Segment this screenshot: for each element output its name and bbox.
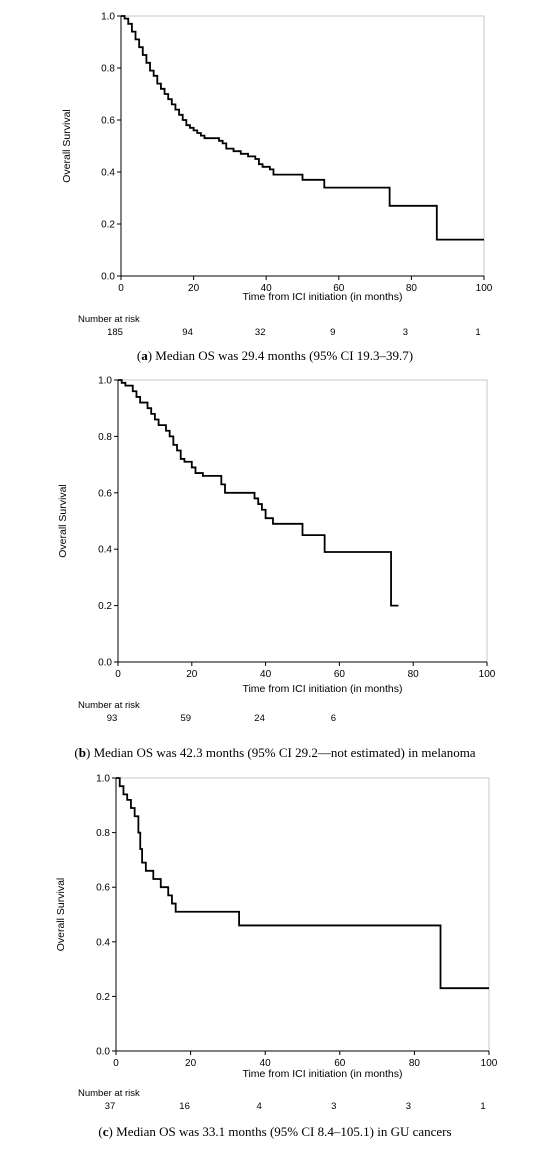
- y-tick-label-c-2: 0.4: [96, 937, 110, 948]
- y-tick-label-c-3: 0.6: [96, 883, 110, 894]
- y-axis-label-c: Overall Survival: [55, 878, 67, 952]
- risk-count-c-4: 3: [406, 1101, 411, 1112]
- risk-table-title-a: Number at risk: [78, 314, 140, 325]
- y-tick-label-a-5: 1.0: [101, 12, 115, 23]
- x-axis-label-b: Time from ICI initiation (in months): [242, 683, 402, 695]
- risk-count-c-1: 16: [179, 1101, 190, 1112]
- x-tick-label-a-1: 20: [188, 283, 200, 294]
- y-axis-label-b: Overall Survival: [57, 484, 69, 558]
- y-tick-label-a-4: 0.8: [101, 64, 115, 75]
- x-axis-label-a: Time from ICI initiation (in months): [242, 291, 402, 303]
- caption-a: (a) Median OS was 29.4 months (95% CI 19…: [136, 348, 414, 363]
- risk-count-c-2: 4: [257, 1101, 262, 1112]
- x-tick-label-a-0: 0: [118, 283, 124, 294]
- x-tick-label-b-2: 40: [260, 669, 272, 680]
- risk-count-a-2: 32: [255, 327, 266, 338]
- y-tick-label-b-1: 0.2: [98, 601, 112, 612]
- risk-count-b-3: 6: [331, 713, 336, 724]
- y-tick-label-b-4: 0.8: [98, 432, 112, 443]
- x-tick-label-a-4: 80: [406, 283, 418, 294]
- risk-count-c-5: 1: [480, 1101, 485, 1112]
- x-axis-label-c: Time from ICI initiation (in months): [242, 1068, 402, 1080]
- y-tick-label-b-3: 0.6: [98, 488, 112, 499]
- km-chart-b: 0 20 40 60 80 100 0.0 0.2 0.4 0.6 0.8 1.0 Overall Su…: [57, 376, 496, 725]
- risk-count-a-5: 1: [475, 327, 480, 338]
- km-chart-a: 0 20 40 60 80 100 0.0 0.2 0.4 0.6 0.8 1.0 Overall Su…: [61, 12, 493, 339]
- y-tick-label-b-2: 0.4: [98, 545, 112, 556]
- y-tick-label-a-2: 0.4: [101, 168, 115, 179]
- y-tick-label-b-5: 1.0: [98, 376, 112, 387]
- survival-curve-a: [121, 15, 484, 241]
- y-tick-label-a-3: 0.6: [101, 116, 115, 127]
- x-tick-label-c-4: 80: [409, 1058, 421, 1069]
- risk-count-a-3: 9: [330, 327, 335, 338]
- risk-table-title-c: Number at risk: [78, 1088, 140, 1099]
- x-tick-label-a-3: 60: [333, 283, 345, 294]
- y-tick-label-b-0: 0.0: [98, 658, 112, 669]
- y-tick-label-c-4: 0.8: [96, 828, 110, 839]
- risk-count-a-4: 3: [403, 327, 408, 338]
- x-tick-label-b-3: 60: [334, 669, 346, 680]
- x-tick-label-a-5: 100: [476, 283, 493, 294]
- x-tick-label-b-4: 80: [408, 669, 420, 680]
- y-tick-label-c-0: 0.0: [96, 1047, 110, 1058]
- x-tick-label-a-2: 40: [261, 283, 273, 294]
- survival-curve-c: [116, 777, 489, 990]
- x-tick-label-b-0: 0: [115, 669, 121, 680]
- x-tick-label-b-5: 100: [479, 669, 496, 680]
- risk-count-b-0: 93: [107, 713, 118, 724]
- risk-count-b-2: 24: [254, 713, 265, 724]
- risk-count-c-0: 37: [105, 1101, 116, 1112]
- plot-frame-c: [116, 777, 490, 1051]
- y-tick-label-c-1: 0.2: [96, 992, 110, 1003]
- caption-b: (b) Median OS was 42.3 months (95% CI 29…: [74, 745, 476, 760]
- km-chart-c: 0 20 40 60 80 100 0.0 0.2 0.4 0.6 0.8 1.0 Overall Su…: [55, 774, 498, 1113]
- risk-count-c-3: 3: [331, 1101, 336, 1112]
- risk-table-title-b: Number at risk: [78, 700, 140, 711]
- x-tick-label-c-2: 40: [260, 1058, 272, 1069]
- risk-count-a-0: 185: [107, 327, 123, 338]
- risk-count-a-1: 94: [182, 327, 193, 338]
- x-tick-label-c-3: 60: [334, 1058, 346, 1069]
- y-axis-label-a: Overall Survival: [61, 109, 73, 183]
- y-tick-label-c-5: 1.0: [96, 774, 110, 785]
- caption-c: (c) Median OS was 33.1 months (95% CI 8.…: [98, 1124, 452, 1139]
- y-tick-label-a-0: 0.0: [101, 272, 115, 283]
- x-tick-label-c-5: 100: [481, 1058, 498, 1069]
- plot-frame-b: [118, 379, 488, 662]
- x-tick-label-b-1: 20: [186, 669, 198, 680]
- survival-curve-b: [118, 379, 399, 607]
- risk-count-b-1: 59: [181, 713, 192, 724]
- y-tick-label-a-1: 0.2: [101, 220, 115, 231]
- plot-frame-a: [121, 15, 485, 276]
- x-tick-label-c-0: 0: [113, 1058, 119, 1069]
- x-tick-label-c-1: 20: [185, 1058, 197, 1069]
